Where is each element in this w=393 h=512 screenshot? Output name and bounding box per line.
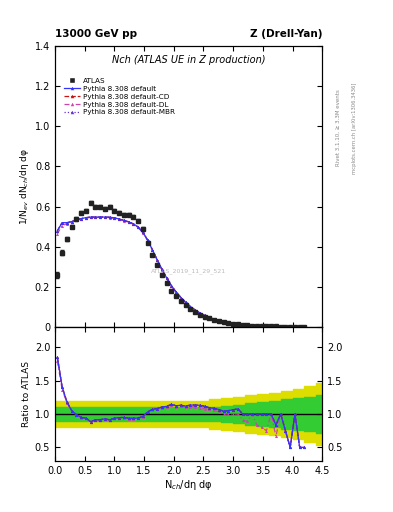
Y-axis label: 1/N$_{ev}$ dN$_{ch}$/dη dφ: 1/N$_{ev}$ dN$_{ch}$/dη dφ (18, 148, 31, 225)
Text: mcplots.cern.ch [arXiv:1306.3436]: mcplots.cern.ch [arXiv:1306.3436] (352, 82, 357, 174)
Text: Z (Drell-Yan): Z (Drell-Yan) (250, 29, 322, 39)
Text: Rivet 3.1.10, ≥ 3.3M events: Rivet 3.1.10, ≥ 3.3M events (336, 90, 341, 166)
Legend: ATLAS, Pythia 8.308 default, Pythia 8.308 default-CD, Pythia 8.308 default-DL, P: ATLAS, Pythia 8.308 default, Pythia 8.30… (61, 75, 178, 118)
Y-axis label: Ratio to ATLAS: Ratio to ATLAS (22, 361, 31, 427)
X-axis label: N$_{ch}$/dη dφ: N$_{ch}$/dη dφ (164, 478, 213, 493)
Text: Nch (ATLAS UE in Z production): Nch (ATLAS UE in Z production) (112, 54, 265, 65)
Text: 13000 GeV pp: 13000 GeV pp (55, 29, 137, 39)
Text: ATLAS_2019_11_29_521: ATLAS_2019_11_29_521 (151, 268, 226, 274)
